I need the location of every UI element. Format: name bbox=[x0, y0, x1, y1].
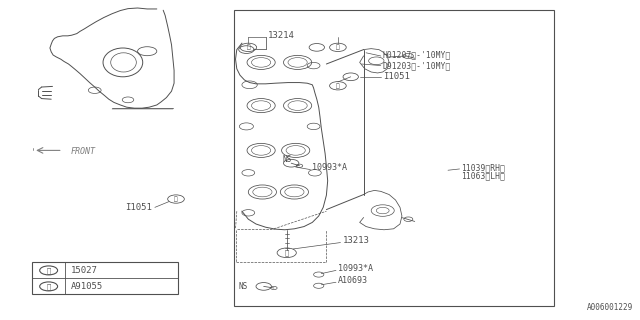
Text: 10993*A: 10993*A bbox=[312, 164, 348, 172]
Text: 11039〈RH〉: 11039〈RH〉 bbox=[461, 163, 505, 172]
Text: A91055: A91055 bbox=[70, 282, 102, 291]
Text: ①: ① bbox=[336, 83, 340, 89]
Text: ①: ① bbox=[47, 267, 51, 274]
Text: D91203（-'10MY）: D91203（-'10MY） bbox=[383, 61, 451, 70]
Text: H01207（-'10MY）: H01207（-'10MY） bbox=[383, 51, 451, 60]
Text: ②: ② bbox=[285, 250, 289, 256]
Text: ②: ② bbox=[47, 283, 51, 290]
Text: FRONT: FRONT bbox=[70, 147, 95, 156]
Text: NS: NS bbox=[282, 156, 291, 164]
Text: I1051: I1051 bbox=[383, 72, 410, 81]
Bar bbox=[234, 10, 554, 306]
Text: 15027: 15027 bbox=[70, 266, 97, 275]
Text: ①: ① bbox=[174, 196, 178, 202]
Text: 13213: 13213 bbox=[342, 236, 369, 245]
Text: 10993*A: 10993*A bbox=[338, 264, 373, 273]
Text: ①: ① bbox=[246, 44, 250, 50]
Bar bbox=[32, 262, 178, 294]
Text: I1051: I1051 bbox=[125, 203, 152, 212]
Text: NS: NS bbox=[238, 282, 247, 291]
Text: 13214: 13214 bbox=[268, 31, 294, 40]
Text: A10693: A10693 bbox=[338, 276, 368, 285]
Text: 11063〈LH〉: 11063〈LH〉 bbox=[461, 171, 505, 180]
Text: ①: ① bbox=[336, 44, 340, 50]
Text: A006001229: A006001229 bbox=[588, 303, 634, 312]
